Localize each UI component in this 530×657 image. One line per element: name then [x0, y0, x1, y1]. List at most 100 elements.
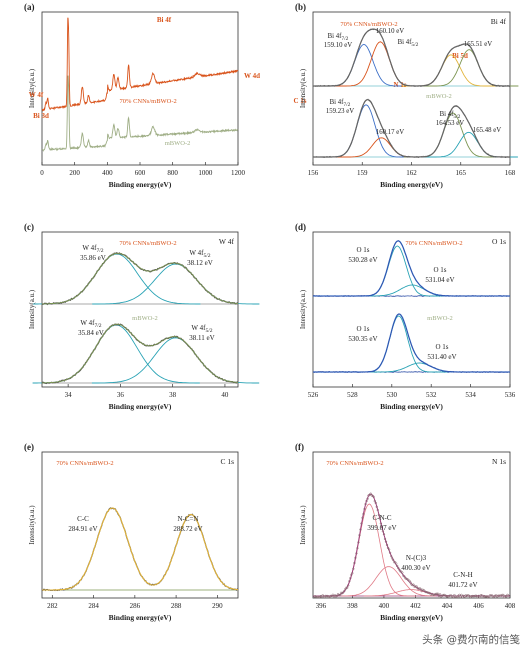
x-tick-label-d: 530: [387, 391, 398, 399]
data-point: [357, 541, 360, 544]
data-point: [501, 593, 504, 597]
data-point: [474, 594, 477, 597]
plot-frame-e: [41, 451, 239, 599]
data-point: [359, 528, 362, 531]
x-tick-label-a: 200: [69, 169, 80, 177]
series-label-bottom: mBWO-2: [427, 315, 453, 322]
data-point: [452, 595, 455, 599]
element-label-b: Bi 4f: [491, 17, 507, 26]
peak-name: W 4f5/2: [191, 324, 212, 334]
peak-value: 530.35 eV: [348, 335, 377, 343]
peak-value: 159.23 eV: [326, 108, 354, 115]
peak-label: C 1s: [293, 97, 306, 105]
peak-name: Bi 4f5/2: [440, 111, 461, 120]
x-tick-label-a: 1200: [231, 169, 246, 177]
fit-component: [341, 566, 436, 597]
data-point: [369, 492, 372, 495]
x-axis-label-c: Binding energy(eV): [109, 402, 172, 411]
data-point: [373, 499, 376, 503]
y-axis-label-f: Intensity(a.u.): [299, 505, 307, 545]
data-point: [471, 594, 474, 598]
data-point: [494, 594, 497, 597]
x-axis-label-f: Binding energy(eV): [380, 613, 443, 622]
peak-value: 400.30 eV: [401, 564, 430, 572]
data-point: [395, 562, 398, 565]
x-tick-label-a: 1000: [198, 169, 213, 177]
peak-value: 35.84 eV: [78, 329, 104, 337]
peak-value: 160.17 eV: [376, 129, 404, 136]
data-point: [386, 546, 390, 550]
data-point: [381, 530, 385, 533]
data-point: [347, 584, 350, 587]
raw-spectrum: [312, 28, 511, 88]
fit-envelope: [313, 493, 510, 597]
peak-value: 160.10 eV: [376, 28, 404, 35]
y-axis-label-a: Intensity(a.u.): [28, 68, 36, 108]
x-tick-label-f: 400: [379, 602, 390, 610]
y-axis-label-d: Intensity(a.u.): [299, 289, 307, 329]
data-point: [378, 516, 382, 519]
x-tick-label-f: 406: [473, 602, 484, 610]
peak-name: C-C: [77, 515, 89, 523]
data-point: [466, 594, 469, 597]
data-point: [438, 593, 442, 596]
peak-value: 35.86 eV: [80, 254, 106, 262]
data-point: [387, 548, 391, 551]
data-point: [360, 522, 363, 525]
y-axis-label-e: Intensity(a.u.): [28, 505, 36, 545]
x-tick-label-d: 528: [347, 391, 358, 399]
data-point: [335, 594, 339, 598]
data-point: [354, 556, 357, 559]
data-point: [460, 593, 463, 597]
x-tick-label-e: 290: [212, 602, 223, 610]
x-tick-label-a: 400: [102, 169, 113, 177]
peak-label: W 4d: [244, 72, 260, 80]
peak-value: 159.10 eV: [324, 42, 352, 49]
x-tick-label-f: 398: [347, 602, 358, 610]
peak-name: Bi 4f7/2: [330, 99, 351, 108]
peak-label: Bi 5d: [452, 52, 468, 60]
data-point: [338, 593, 342, 597]
peak-value: 531.04 eV: [425, 276, 454, 284]
series-label-bottom: mBWO-2: [426, 93, 452, 100]
panel-label-f: (f): [295, 442, 304, 452]
data-point: [426, 591, 429, 594]
data-point: [449, 594, 452, 597]
peak-value: 530.28 eV: [348, 256, 377, 264]
data-point: [397, 566, 400, 570]
data-point: [414, 585, 417, 588]
series-label-top: 70% CNNs/mBWO-2: [119, 240, 176, 247]
peak-name: W 4f7/2: [82, 244, 103, 254]
panel-label-a: (a): [24, 2, 35, 12]
data-point: [415, 585, 418, 588]
data-point: [421, 588, 424, 591]
data-point: [341, 591, 345, 594]
data-point: [389, 554, 393, 558]
peak-value: 38.12 eV: [187, 259, 213, 267]
fit-envelope: [42, 323, 239, 384]
data-point: [448, 594, 451, 598]
x-tick-label-d: 534: [465, 391, 476, 399]
element-label-e: C 1s: [220, 457, 234, 466]
data-point: [497, 594, 500, 597]
series-label: 70% CNNs/mBWO-2: [326, 460, 383, 467]
data-point: [366, 497, 369, 500]
raw-data-points: [313, 492, 510, 599]
series-line-70pct-cnns-mbwo-2: [41, 17, 239, 112]
data-point: [455, 595, 458, 598]
data-point: [325, 594, 328, 598]
element-label-d: O 1s: [492, 237, 506, 246]
x-tick-label-f: 402: [410, 602, 421, 610]
data-point: [327, 595, 331, 599]
element-label-c: W 4f: [219, 237, 235, 246]
peak-value: 284.91 eV: [68, 525, 97, 533]
peak-name: N-C=N: [177, 515, 198, 523]
x-tick-label-b: 159: [357, 169, 368, 177]
data-point: [393, 561, 396, 564]
peak-name: C-N-C: [372, 514, 391, 522]
peak-value: 401.72 eV: [448, 581, 477, 589]
peak-name: Bi 4f5/2: [398, 39, 419, 48]
data-point: [396, 564, 399, 568]
x-tick-label-b: 162: [406, 169, 417, 177]
data-point: [498, 594, 501, 597]
